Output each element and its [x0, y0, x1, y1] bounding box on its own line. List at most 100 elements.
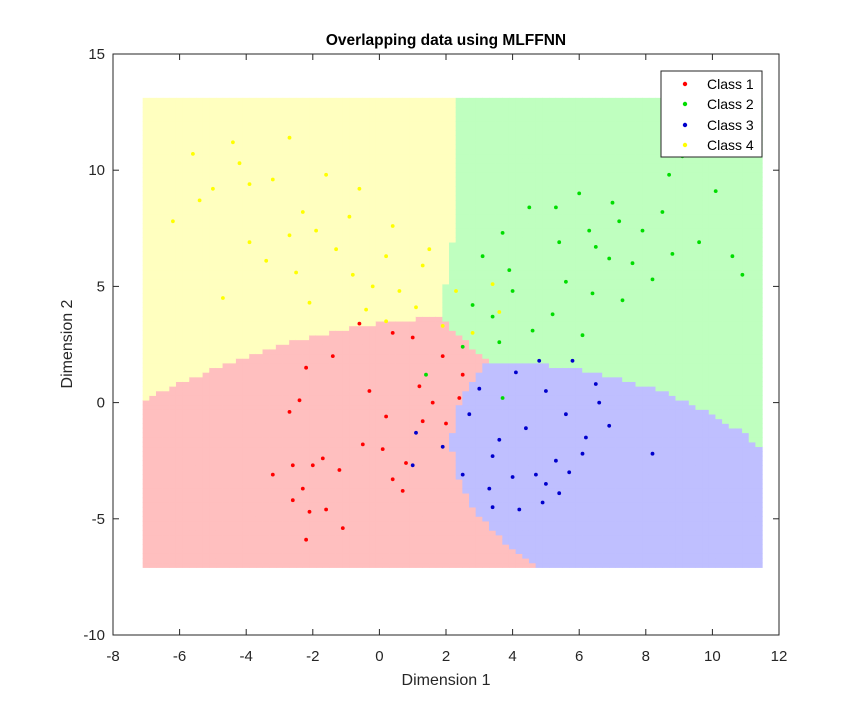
- region-cell: [255, 274, 264, 280]
- region-cell: [422, 427, 430, 434]
- region-cell: [362, 502, 370, 508]
- region-cell: [189, 372, 197, 378]
- region-cell: [215, 214, 224, 220]
- region-cell: [155, 218, 164, 224]
- region-cell: [149, 144, 157, 150]
- region-cell: [422, 269, 430, 276]
- region-cell: [409, 386, 417, 392]
- region-cell: [269, 455, 277, 461]
- region-cell: [342, 204, 350, 211]
- region-cell: [375, 386, 384, 392]
- region-cell: [322, 483, 330, 489]
- region-cell: [175, 148, 184, 155]
- region-cell: [329, 455, 337, 461]
- region-cell: [462, 144, 470, 150]
- region-cell: [389, 283, 397, 290]
- region-cell: [382, 553, 390, 559]
- region-cell: [269, 307, 277, 313]
- region-cell: [182, 302, 190, 308]
- region-cell: [209, 455, 217, 461]
- region-cell: [382, 111, 390, 118]
- region-cell: [315, 418, 324, 424]
- region-cell: [442, 562, 450, 568]
- region-cell: [449, 311, 457, 317]
- region-cell: [209, 302, 217, 308]
- region-cell: [215, 107, 224, 113]
- region-cell: [269, 246, 277, 252]
- region-cell: [335, 279, 344, 285]
- region-cell: [362, 135, 370, 141]
- region-cell: [355, 469, 364, 475]
- region-cell: [469, 381, 477, 387]
- region-cell: [215, 293, 224, 299]
- region-cell: [375, 446, 384, 452]
- region-cell: [195, 237, 204, 243]
- region-cell: [342, 186, 350, 192]
- region-cell: [315, 265, 324, 271]
- region-cell: [455, 367, 463, 373]
- region-cell: [249, 478, 257, 485]
- region-cell: [422, 362, 430, 369]
- region-cell: [335, 548, 344, 554]
- region-cell: [222, 204, 230, 211]
- region-cell: [309, 562, 317, 568]
- region-cell: [155, 348, 164, 355]
- region-cell: [409, 237, 417, 243]
- region-cell: [382, 474, 390, 480]
- region-cell: [282, 395, 290, 401]
- region-cell: [202, 181, 210, 187]
- region-cell: [369, 320, 377, 327]
- region-cell: [462, 506, 470, 513]
- region-cell: [389, 372, 397, 378]
- region-cell: [355, 172, 364, 178]
- region-cell: [382, 502, 390, 508]
- region-cell: [309, 381, 317, 387]
- region-cell: [182, 102, 190, 108]
- region-cell: [362, 358, 370, 364]
- region-cell: [315, 288, 324, 294]
- region-cell: [182, 413, 190, 420]
- region-cell: [222, 130, 230, 136]
- region-cell: [375, 432, 384, 438]
- region-cell: [369, 97, 377, 104]
- region-cell: [215, 534, 224, 541]
- region-cell: [142, 204, 150, 211]
- region-cell: [222, 409, 230, 415]
- region-cell: [302, 316, 310, 322]
- region-cell: [209, 139, 217, 145]
- region-cell: [382, 460, 390, 466]
- region-cell: [242, 274, 250, 280]
- region-cell: [395, 190, 404, 197]
- region-cell: [322, 339, 330, 345]
- region-cell: [409, 176, 417, 183]
- region-cell: [249, 562, 257, 568]
- region-cell: [342, 148, 350, 155]
- region-cell: [142, 190, 150, 197]
- region-cell: [182, 451, 190, 457]
- region-cell: [275, 558, 284, 564]
- region-cell: [322, 348, 330, 355]
- region-cell: [162, 395, 170, 401]
- region-cell: [202, 451, 210, 457]
- region-cell: [395, 530, 404, 536]
- region-cell: [422, 511, 430, 517]
- region-cell: [462, 469, 470, 475]
- region-cell: [409, 293, 417, 299]
- region-cell: [162, 228, 170, 234]
- region-cell: [342, 525, 350, 531]
- region-cell: [235, 376, 244, 382]
- region-cell: [269, 492, 277, 499]
- region-cell: [442, 544, 450, 550]
- region-cell: [462, 390, 470, 396]
- region-cell: [315, 283, 324, 290]
- region-cell: [222, 432, 230, 438]
- region-cell: [422, 465, 430, 471]
- region-cell: [149, 418, 157, 424]
- region-cell: [269, 427, 277, 434]
- region-cell: [382, 465, 390, 471]
- region-cell: [322, 353, 330, 359]
- region-cell: [395, 520, 404, 527]
- region-cell: [189, 539, 197, 545]
- region-cell: [375, 478, 384, 485]
- region-cell: [235, 399, 244, 406]
